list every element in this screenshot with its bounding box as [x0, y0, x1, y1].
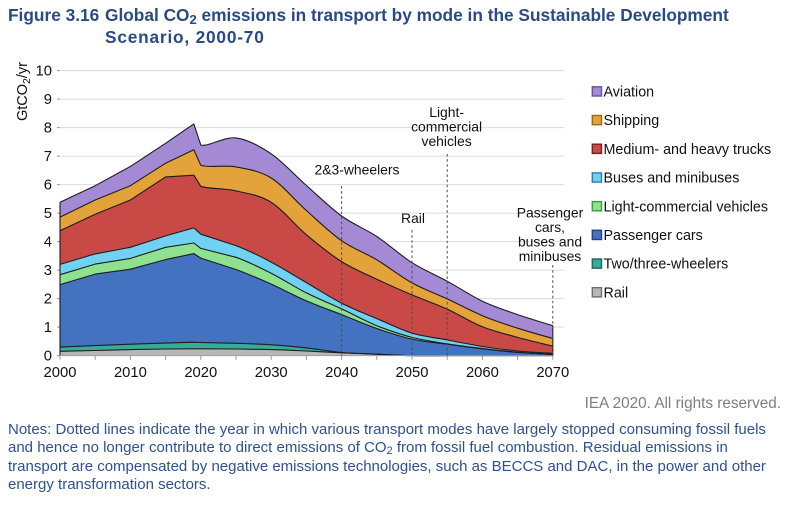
svg-text:10: 10: [36, 64, 52, 80]
svg-text:2050: 2050: [396, 365, 429, 381]
svg-text:Buses and minibuses: Buses and minibuses: [604, 171, 740, 187]
svg-text:7: 7: [44, 149, 52, 165]
svg-text:Two/three-wheelers: Two/three-wheelers: [604, 257, 729, 273]
svg-text:cars,: cars,: [535, 219, 565, 235]
svg-text:5: 5: [44, 206, 52, 222]
svg-text:2010: 2010: [114, 365, 147, 381]
svg-text:minibuses: minibuses: [519, 248, 582, 264]
svg-text:Aviation: Aviation: [604, 85, 655, 101]
svg-text:2020: 2020: [184, 365, 217, 381]
svg-text:buses and: buses and: [518, 234, 582, 250]
svg-text:Passenger cars: Passenger cars: [604, 228, 703, 244]
svg-text:9: 9: [44, 92, 52, 108]
svg-text:2040: 2040: [325, 365, 358, 381]
svg-text:1: 1: [44, 320, 52, 336]
svg-text:Light-: Light-: [429, 104, 464, 120]
svg-text:Rail: Rail: [401, 210, 425, 226]
svg-text:3: 3: [44, 263, 52, 279]
svg-text:6: 6: [44, 178, 52, 194]
svg-text:2070: 2070: [536, 365, 569, 381]
svg-text:Shipping: Shipping: [604, 113, 660, 129]
svg-text:0: 0: [44, 349, 52, 365]
svg-text:4: 4: [44, 235, 52, 251]
svg-text:2&3-wheelers: 2&3-wheelers: [315, 161, 400, 177]
svg-text:Passenger: Passenger: [517, 204, 584, 220]
svg-text:Medium- and heavy trucks: Medium- and heavy trucks: [604, 142, 772, 158]
svg-text:8: 8: [44, 121, 52, 137]
svg-text:vehicles: vehicles: [422, 133, 472, 149]
svg-text:Rail: Rail: [604, 285, 629, 301]
svg-text:2060: 2060: [466, 365, 499, 381]
svg-text:GtCO2/yr: GtCO2/yr: [15, 62, 33, 121]
svg-text:2030: 2030: [255, 365, 288, 381]
svg-text:commercial: commercial: [411, 119, 482, 135]
svg-text:Light-commercial vehicles: Light-commercial vehicles: [604, 199, 768, 215]
svg-text:2000: 2000: [44, 365, 77, 381]
svg-text:2: 2: [44, 292, 52, 308]
